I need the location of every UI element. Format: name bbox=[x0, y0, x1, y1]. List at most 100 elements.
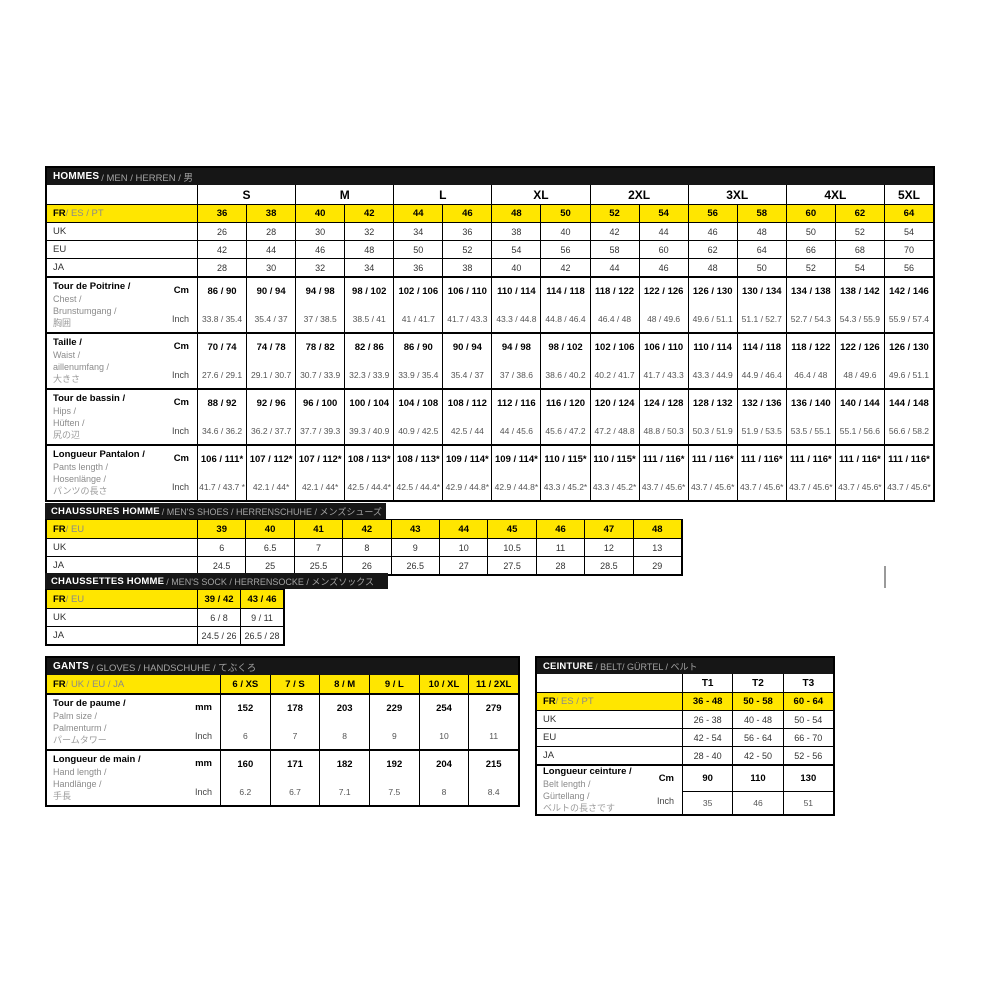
label-line-de: Palmenturm / bbox=[53, 723, 107, 733]
unit-inch: Inch bbox=[171, 482, 189, 492]
row-label-main: JA bbox=[53, 560, 65, 571]
size-group-4xl: 4XL bbox=[785, 185, 884, 204]
table-cell: 42 bbox=[197, 241, 246, 258]
table-cell: 62 bbox=[834, 205, 884, 222]
table-cell: 25 bbox=[245, 557, 293, 574]
table-cell: 74 / 78 bbox=[246, 334, 295, 361]
empty-corner-cell bbox=[537, 674, 682, 692]
table-cell: 98 / 102 bbox=[540, 334, 589, 361]
table-cell: 68 bbox=[834, 241, 884, 258]
row-label-sub: / EU bbox=[65, 523, 85, 535]
table-cell: 182 bbox=[319, 751, 369, 778]
table-cell: 6 bbox=[220, 722, 270, 749]
belt-uk-row-label: UK bbox=[537, 711, 682, 728]
table-cell: 30 bbox=[246, 259, 295, 276]
label-line-ja: 大きさ bbox=[53, 374, 81, 384]
gloves-hand-length-section: Longueur de main / Hand length / Handlän… bbox=[47, 749, 518, 805]
table-cell: 86 / 90 bbox=[393, 334, 442, 361]
row-label-main: JA bbox=[53, 262, 65, 273]
table-cell: 45.6 / 47.2 bbox=[540, 417, 589, 444]
table-cell: 102 / 106 bbox=[393, 278, 442, 305]
belt-table: CEINTURE / BELT/ GÜRTEL / ベルト T1 T2 T3 FR … bbox=[535, 656, 835, 816]
table-cell: 46 bbox=[535, 520, 584, 538]
table-cell: 8 bbox=[319, 722, 369, 749]
table-cell: 9 bbox=[390, 539, 439, 556]
row-label-main: EU bbox=[53, 244, 67, 255]
table-cell: 94 / 98 bbox=[295, 278, 344, 305]
table-cell: 41 bbox=[293, 520, 342, 538]
table-cell: 25.5 bbox=[293, 557, 342, 574]
men-fr-row-label: FR / ES / PT bbox=[47, 205, 197, 222]
table-cell: 36 bbox=[442, 223, 491, 240]
table-cell: 52 bbox=[785, 259, 835, 276]
size-group-m: M bbox=[295, 185, 393, 204]
table-cell: 43.7 / 45.6* bbox=[785, 473, 835, 500]
row-label-main: UK bbox=[53, 226, 67, 237]
size-group-3xl: 3XL bbox=[687, 185, 786, 204]
table-cell: 104 / 108 bbox=[393, 390, 442, 417]
table-cell: 32 bbox=[295, 259, 344, 276]
table-cell: 36 bbox=[197, 205, 246, 222]
table-cell: 122 / 126 bbox=[834, 334, 884, 361]
label-line-en: Waist / bbox=[53, 350, 81, 360]
table-cell: 6.2 bbox=[220, 778, 270, 805]
unit-mm: mm bbox=[195, 702, 212, 713]
unit-cm: Cm bbox=[173, 285, 189, 296]
table-cell: 111 / 116* bbox=[834, 446, 884, 473]
table-cell: 279 bbox=[468, 695, 518, 722]
table-cell: 102 / 106 bbox=[589, 334, 639, 361]
table-cell: 70 / 74 bbox=[197, 334, 246, 361]
table-cell: 39 / 42 bbox=[197, 590, 240, 608]
men-size-group-row: S M L XL 2XL 3XL 4XL 5XL bbox=[47, 185, 933, 204]
table-cell: 109 / 114* bbox=[491, 446, 540, 473]
table-cell: 38 bbox=[246, 205, 295, 222]
men-ja-row: JA 28 30 32 34 36 38 40 42 44 46 48 50 52 54 56 bbox=[47, 258, 933, 276]
label-line-en: Belt length / bbox=[543, 779, 591, 789]
table-cell: 100 / 104 bbox=[344, 390, 393, 417]
palm-size-label: Tour de paume / Palm size / Palmenturm /… bbox=[47, 695, 220, 749]
table-cell: 7.5 bbox=[369, 778, 419, 805]
label-line-ja: 胸囲 bbox=[53, 318, 72, 328]
table-cell: 34 bbox=[393, 223, 442, 240]
men-eu-row: EU 42 44 46 48 50 52 54 56 58 60 62 64 66 68 70 bbox=[47, 240, 933, 258]
table-cell: 107 / 112* bbox=[246, 446, 295, 473]
table-cell: 44.9 / 46.4 bbox=[736, 361, 786, 388]
table-cell: 130 / 134 bbox=[736, 278, 786, 305]
table-cell: 43.7 / 45.6* bbox=[638, 473, 688, 500]
gloves-title: GANTS bbox=[53, 661, 89, 672]
men-sizes-table: HOMMES / MEN / HERREN / 男 S M L XL 2XL 3… bbox=[45, 166, 935, 502]
table-cell: 26.5 bbox=[390, 557, 439, 574]
socks-uk-row-label: UK bbox=[47, 609, 197, 626]
table-cell: 254 bbox=[418, 695, 469, 722]
men-title: HOMMES bbox=[53, 171, 100, 182]
table-cell: 60 - 64 bbox=[782, 693, 833, 710]
table-cell: 160 bbox=[220, 751, 270, 778]
unit-inch: Inch bbox=[194, 787, 212, 797]
table-cell: 111 / 116* bbox=[785, 446, 835, 473]
socks-ja-row: JA 24.5 / 26 26.5 / 28 bbox=[47, 626, 283, 644]
table-cell: 203 bbox=[319, 695, 369, 722]
label-line-en: Hand length / bbox=[53, 767, 107, 777]
table-cell: 9 / 11 bbox=[240, 609, 283, 626]
table-cell: 108 / 113* bbox=[393, 446, 442, 473]
table-cell: 53.5 / 55.1 bbox=[785, 417, 835, 444]
table-cell: 30 bbox=[295, 223, 344, 240]
table-cell: 51.9 / 53.5 bbox=[736, 417, 786, 444]
unit-cm: Cm bbox=[173, 453, 189, 464]
table-cell: T2 bbox=[732, 674, 783, 692]
table-cell: 32.3 / 33.9 bbox=[344, 361, 393, 388]
table-cell: 6.7 bbox=[269, 778, 320, 805]
shoes-title: CHAUSSURES HOMME bbox=[51, 505, 160, 517]
table-cell: 86 / 90 bbox=[197, 278, 246, 305]
table-cell: 10 bbox=[418, 722, 469, 749]
table-cell: 64 bbox=[883, 205, 933, 222]
table-cell: 110 / 115* bbox=[589, 446, 639, 473]
row-label-main: FR bbox=[53, 678, 66, 690]
table-cell: 8 / M bbox=[319, 675, 369, 693]
socks-fr-row: FR / EU 39 / 42 43 / 46 bbox=[47, 590, 283, 608]
table-cell: 106 / 110 bbox=[442, 278, 491, 305]
table-cell: 48 bbox=[632, 520, 681, 538]
table-cell: 58 bbox=[589, 241, 639, 258]
